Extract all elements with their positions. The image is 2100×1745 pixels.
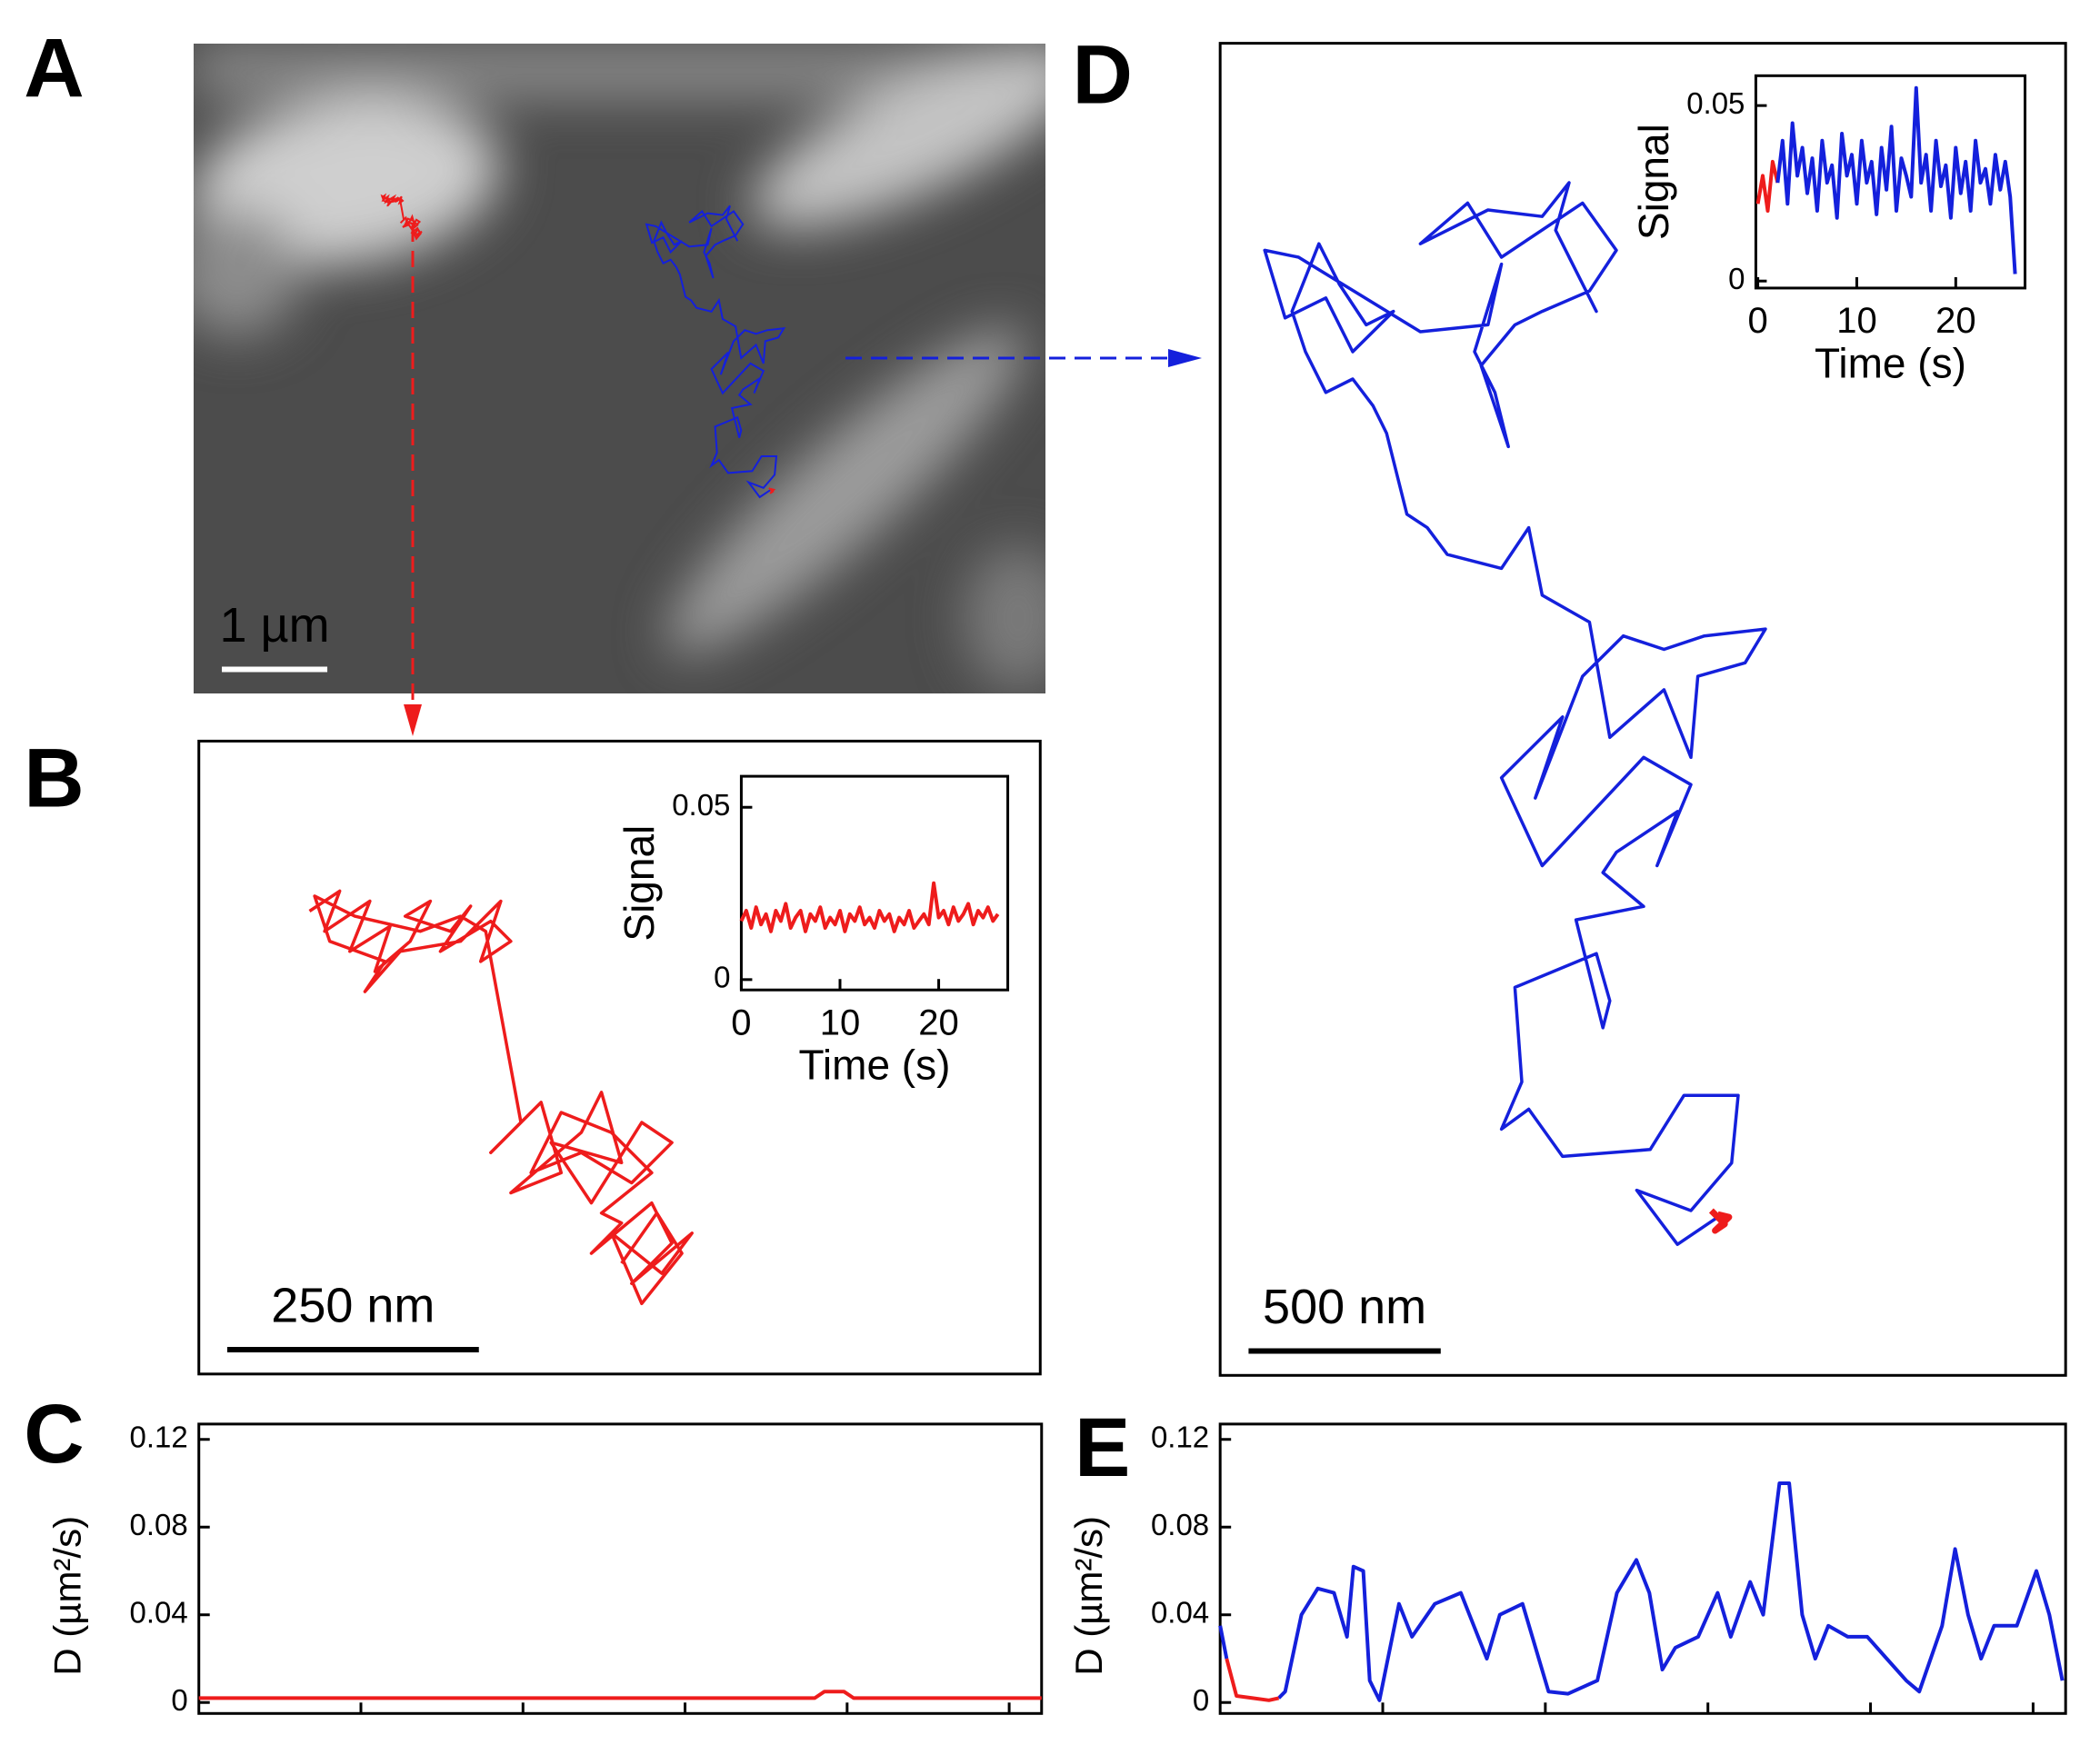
y-axis-label: D (µm²/s) [1067, 1516, 1110, 1676]
y-tick-label: 0.12 [130, 1420, 188, 1453]
plot-frame [1218, 1422, 2067, 1715]
x-tick-label: 10 [820, 1002, 861, 1042]
overview-track [645, 204, 786, 499]
y-tick-label: 0.08 [130, 1508, 188, 1541]
scale-bar-label: 250 nm [271, 1279, 435, 1333]
micrograph [194, 44, 1045, 693]
series-line [1775, 85, 2017, 274]
y-axis-label: Signal [615, 825, 663, 942]
series-line [1225, 1658, 1280, 1702]
x-axis-label: Time (s) [799, 1042, 951, 1089]
trajectory [1263, 181, 1767, 1246]
panel-label: E [1075, 1401, 1130, 1494]
x-tick-label: 0 [1747, 301, 1767, 341]
y-axis-label: Signal [1630, 124, 1677, 240]
x-axis-label: Time (s) [1815, 339, 1966, 386]
scale-bar-label: 500 nm [1263, 1280, 1426, 1334]
trajectory [308, 889, 694, 1306]
x-tick-label: 0 [731, 1002, 751, 1042]
panel-label: C [24, 1388, 84, 1481]
panel-label: A [24, 22, 84, 115]
plot-frame [1754, 74, 2027, 290]
y-tick-label: 0.04 [130, 1595, 188, 1629]
overview-track [768, 487, 776, 494]
panel-label: B [24, 732, 84, 824]
series-line [1755, 159, 1780, 213]
y-tick-label: 0.05 [672, 788, 730, 822]
y-tick-label: 0 [1728, 262, 1745, 295]
panel-label: D [1072, 29, 1132, 122]
y-tick-label: 0.12 [1151, 1420, 1209, 1453]
x-tick-label: 10 [1836, 301, 1877, 341]
y-tick-label: 0 [171, 1683, 187, 1717]
series-line [198, 1690, 1042, 1700]
y-tick-label: 0 [714, 961, 730, 994]
y-tick-label: 0.04 [1151, 1595, 1209, 1629]
series-line [739, 881, 1000, 933]
y-axis-label: D (µm²/s) [45, 1516, 88, 1676]
trajectory [1708, 1208, 1733, 1234]
overview-track [380, 193, 423, 241]
plot-frame [197, 1422, 1044, 1715]
y-tick-label: 0.05 [1686, 86, 1745, 120]
y-tick-label: 0 [1193, 1683, 1209, 1717]
plot-frame [739, 774, 1010, 992]
x-tick-label: 20 [1935, 301, 1976, 341]
y-tick-label: 0.08 [1151, 1508, 1209, 1541]
scale-bar-label: 1 µm [219, 598, 329, 653]
x-tick-label: 20 [918, 1002, 959, 1042]
series-line [1218, 1481, 2065, 1702]
arrows [404, 225, 1202, 736]
